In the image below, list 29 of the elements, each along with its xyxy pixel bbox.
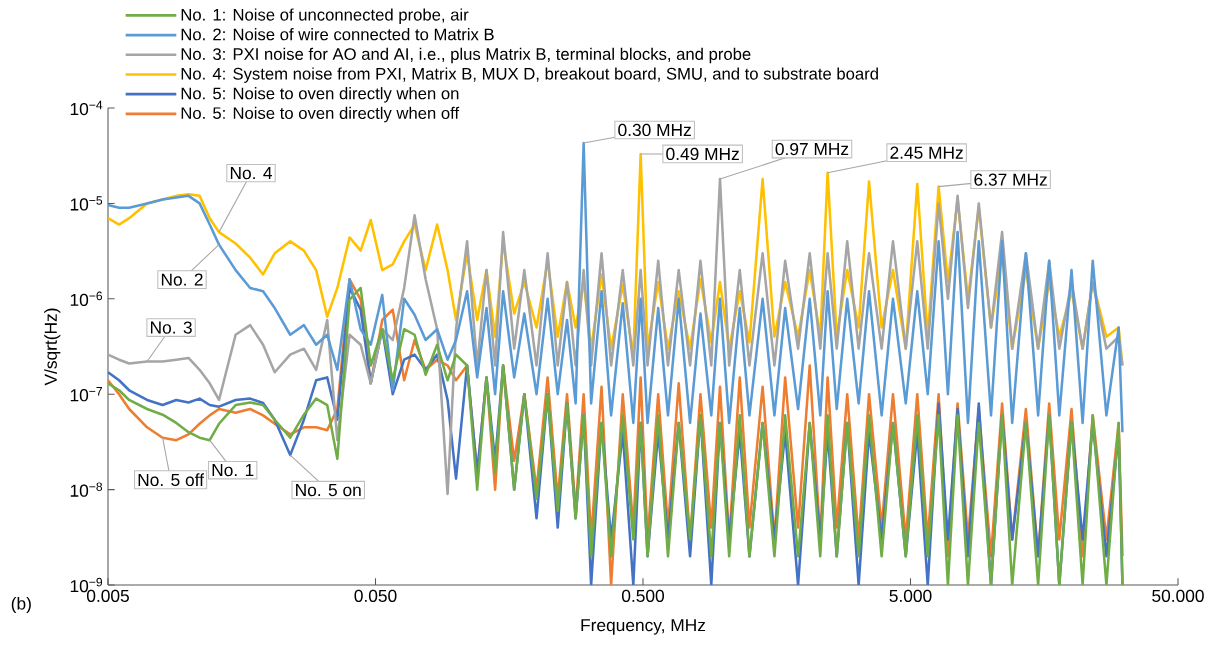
x-tick-label: 0.050 bbox=[354, 589, 397, 602]
x-tick-label: 0.500 bbox=[621, 589, 665, 602]
x-axis-title: Frequency, MHz bbox=[581, 619, 706, 635]
annotation: 6.37 MHz bbox=[974, 173, 1047, 186]
legend-label: No. 1: Noise of unconnected probe, air bbox=[181, 8, 469, 24]
y-axis-title: V/sqrt(Hz) bbox=[44, 308, 61, 386]
y-tick-label: 10$^{−6}$ bbox=[70, 291, 103, 307]
annotation: No. 4 bbox=[230, 167, 272, 180]
x-tick-label: 5.000 bbox=[889, 589, 932, 602]
annotation: 0.30 MHz bbox=[618, 123, 691, 137]
annotation: No. 2 bbox=[161, 273, 203, 286]
y-tick-label: 10$^{−8}$ bbox=[70, 482, 103, 497]
y-tick-label: 10$^{−7}$ bbox=[70, 387, 102, 402]
legend-label: No. 2: Noise of wire connected to Matrix B bbox=[181, 28, 494, 41]
y-tick-label: 10$^{−4}$ bbox=[70, 100, 103, 116]
annotation: No. 1 bbox=[212, 464, 254, 477]
y-tick-label: 10$^{−5}$ bbox=[70, 196, 103, 211]
x-tick-label: 50.000 bbox=[1152, 589, 1204, 602]
legend-label: No. 5: Noise to oven directly when off bbox=[181, 106, 460, 123]
annotation: 0.49 MHz bbox=[666, 147, 739, 161]
annotation: 2.45 MHz bbox=[890, 146, 963, 159]
annotation: No. 5 off bbox=[138, 473, 205, 487]
legend-label: No. 5: Noise to oven directly when on bbox=[181, 87, 459, 103]
annotation: No. 5 on bbox=[296, 484, 361, 497]
legend-label: No. 3: PXI noise for AO and AI, i.e., plus Matrix B, terminal blocks, and probe bbox=[181, 47, 751, 64]
annotation: 0.97 MHz bbox=[775, 142, 849, 156]
annotation: No. 3 bbox=[150, 321, 192, 334]
text: (b) bbox=[11, 596, 31, 614]
legend-label: No. 4: System noise from PXI, Matrix B, MUX D, breakout board, SMU, and to substrate board bbox=[181, 67, 878, 83]
